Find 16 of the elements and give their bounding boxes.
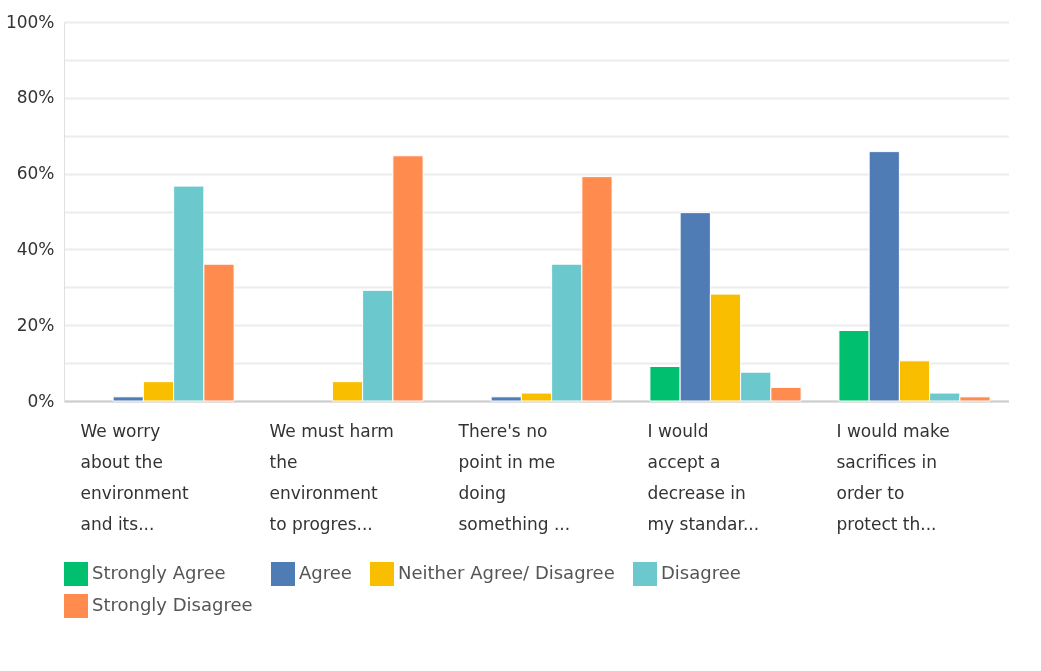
y-tick-label: 20%: [16, 314, 55, 335]
legend-label: Disagree: [661, 562, 741, 583]
x-tick-label: We must harm the environment to progres...: [269, 420, 394, 534]
legend-label: Strongly Disagree: [92, 594, 253, 615]
x-tick-label: We worry about the environment and its...: [80, 420, 190, 534]
y-tick-label: 0%: [27, 390, 55, 411]
y-tick-label: 80%: [16, 87, 55, 108]
legend-label: Agree: [299, 562, 352, 583]
x-tick-label: I would accept a decrease in my standar...: [647, 420, 760, 534]
legend-label: Strongly Agree: [92, 562, 226, 583]
y-tick-label: 40%: [16, 238, 55, 259]
x-tick-label: I would make sacrifices in order to protect th...: [836, 420, 950, 534]
y-tick-label: 60%: [16, 163, 55, 184]
legend-label: Neither Agree/ Disagree: [398, 562, 615, 583]
y-tick-label: 100%: [5, 11, 55, 32]
x-tick-label: There's no point in me doing something ...: [457, 420, 571, 534]
